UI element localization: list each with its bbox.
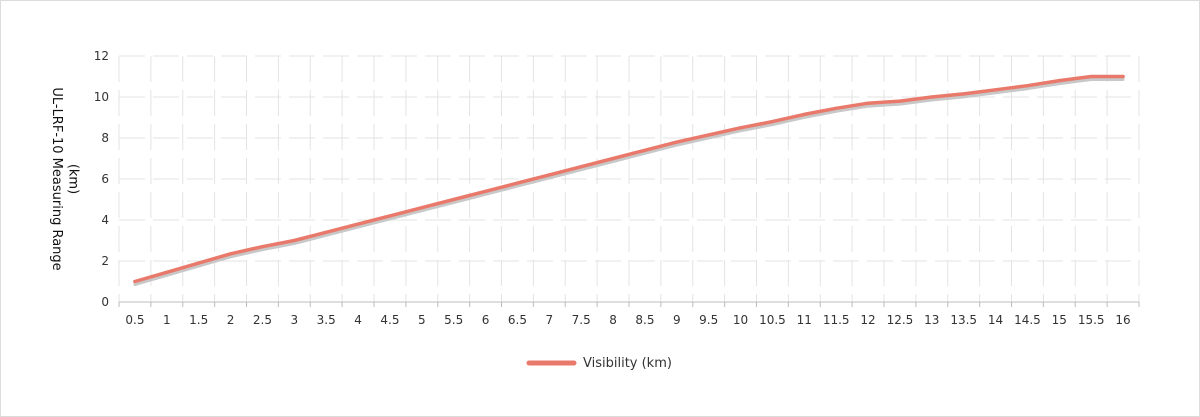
series-line bbox=[133, 74, 1125, 284]
x-tick-label: 10.5 bbox=[759, 313, 786, 327]
data-point bbox=[133, 279, 137, 284]
x-tick-label: 11.5 bbox=[823, 313, 850, 327]
x-tick-label: 0.5 bbox=[125, 313, 144, 327]
data-point bbox=[228, 252, 233, 256]
x-tick-label: 7.5 bbox=[572, 313, 591, 327]
y-tick-label: 0 bbox=[101, 295, 109, 309]
x-tick-label: 2 bbox=[227, 313, 235, 327]
data-point bbox=[547, 173, 551, 177]
y-tick-label: 6 bbox=[101, 172, 109, 186]
data-point bbox=[898, 99, 902, 103]
data-point bbox=[930, 95, 934, 99]
series-layer bbox=[133, 74, 1125, 286]
data-point bbox=[993, 88, 998, 92]
x-tick-label: 13.5 bbox=[950, 313, 977, 327]
data-point bbox=[1089, 74, 1093, 79]
data-point bbox=[611, 156, 615, 161]
data-point bbox=[165, 270, 169, 274]
data-point bbox=[420, 206, 424, 210]
x-tick-label: 1.5 bbox=[189, 313, 208, 327]
x-tick-label: 3.5 bbox=[317, 313, 336, 327]
data-point bbox=[738, 126, 743, 130]
data-point bbox=[579, 165, 583, 169]
x-tick-label: 12.5 bbox=[887, 313, 914, 327]
data-point bbox=[962, 92, 966, 96]
data-point bbox=[292, 238, 296, 243]
y-tick-label: 2 bbox=[101, 254, 109, 268]
data-point bbox=[356, 222, 360, 226]
data-point bbox=[197, 261, 201, 265]
data-point bbox=[1121, 74, 1125, 79]
y-axis-title-line: (km) bbox=[65, 164, 80, 194]
y-tick-label: 12 bbox=[94, 49, 109, 63]
x-tick-label: 12 bbox=[860, 313, 875, 327]
x-tick-labels: 0.5 1 1.5 2 2.5 3 3.5 4 4.5 5 5.5 6 6.5 7 7.5 8 8.5 9 9.5 1… bbox=[125, 313, 1130, 327]
data-point bbox=[1025, 84, 1030, 88]
x-tick-label: 6 bbox=[482, 313, 490, 327]
x-tick-label: 7 bbox=[545, 313, 553, 327]
x-tick-label: 1 bbox=[163, 313, 171, 327]
x-tick-label: 3 bbox=[290, 313, 298, 327]
axis-layer bbox=[118, 301, 1140, 307]
y-tick-label: 8 bbox=[101, 131, 109, 145]
x-tick-label: 5.5 bbox=[444, 313, 463, 327]
y-tick-label: 10 bbox=[94, 90, 109, 104]
data-point bbox=[483, 189, 488, 193]
x-tick-label: 15.5 bbox=[1078, 313, 1105, 327]
x-tick-label: 10 bbox=[733, 313, 748, 327]
x-tick-label: 13 bbox=[924, 313, 939, 327]
legend[interactable]: Visibility (km) bbox=[526, 356, 672, 371]
x-tick-label: 16 bbox=[1115, 313, 1130, 327]
legend-label: Visibility (km) bbox=[583, 356, 672, 371]
x-tick-label: 4.5 bbox=[380, 313, 399, 327]
data-point bbox=[515, 181, 520, 185]
data-point bbox=[643, 148, 647, 152]
data-point bbox=[707, 133, 711, 137]
data-point bbox=[452, 197, 456, 202]
y-axis-title: UL-LRF-10 Measuring Range(km) bbox=[49, 87, 80, 270]
data-point bbox=[1057, 79, 1061, 83]
data-point bbox=[260, 245, 265, 249]
x-tick-label: 2.5 bbox=[253, 313, 272, 327]
data-point bbox=[866, 101, 870, 105]
x-tick-label: 14 bbox=[988, 313, 1003, 327]
y-tick-label: 4 bbox=[101, 213, 109, 227]
x-tick-label: 11 bbox=[797, 313, 812, 327]
y-axis-title-line: UL-LRF-10 Measuring Range bbox=[49, 87, 64, 270]
x-tick-label: 9 bbox=[673, 313, 681, 327]
data-point bbox=[834, 106, 838, 110]
x-tick-label: 8.5 bbox=[635, 313, 654, 327]
y-tick-labels: 0 2 4 6 8 10 12 bbox=[94, 49, 109, 309]
x-tick-label: 9.5 bbox=[699, 313, 718, 327]
x-tick-label: 8 bbox=[609, 313, 617, 327]
x-tick-label: 6.5 bbox=[508, 313, 527, 327]
x-tick-label: 15 bbox=[1052, 313, 1067, 327]
data-point bbox=[324, 230, 328, 234]
series-line-shadow bbox=[133, 78, 1125, 286]
data-point bbox=[802, 112, 806, 117]
x-tick-label: 14.5 bbox=[1014, 313, 1041, 327]
data-point bbox=[388, 214, 392, 218]
data-point bbox=[770, 120, 775, 124]
data-point bbox=[675, 140, 679, 144]
x-tick-label: 4 bbox=[354, 313, 362, 327]
x-tick-label: 5 bbox=[418, 313, 426, 327]
grid-layer bbox=[118, 55, 1140, 302]
